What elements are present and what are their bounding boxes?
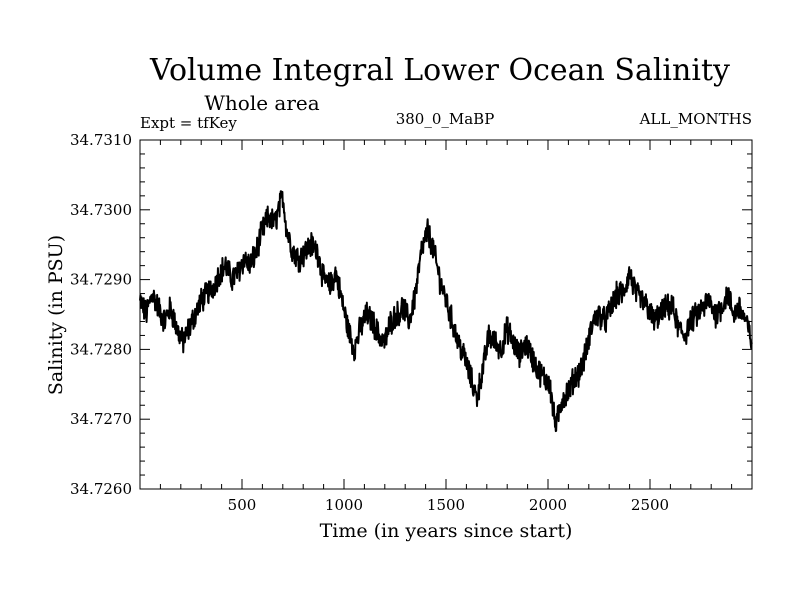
chart-subtitle: Whole area	[204, 91, 319, 115]
y-tick-label: 34.7260	[70, 480, 132, 498]
y-tick-label: 34.7300	[70, 201, 132, 219]
chart-title: Volume Integral Lower Ocean Salinity	[149, 53, 730, 88]
x-tick-labels: 500 1000 1500 2000 2500	[228, 496, 669, 514]
x-tick-label: 1000	[325, 496, 363, 514]
x-axis-label: Time (in years since start)	[320, 520, 573, 542]
experiment-label: Expt = tfKey	[140, 114, 237, 132]
y-tick-label: 34.7280	[70, 340, 132, 358]
x-tick-label: 2000	[529, 496, 567, 514]
x-tick-label: 1500	[427, 496, 465, 514]
period-label: ALL_MONTHS	[639, 110, 752, 128]
y-tick-labels: 34.7260 34.7270 34.7280 34.7290 34.7300 34.73…	[70, 131, 132, 498]
y-tick-label: 34.7270	[70, 410, 132, 428]
x-tick-label: 2500	[631, 496, 669, 514]
y-axis-label: Salinity (in PSU)	[45, 235, 67, 395]
salinity-series-line	[139, 190, 753, 433]
axis-ticks	[140, 139, 752, 490]
y-tick-label: 34.7310	[70, 131, 132, 149]
x-tick-label: 500	[228, 496, 257, 514]
run-label: 380_0_MaBP	[396, 110, 495, 128]
y-tick-label: 34.7290	[70, 271, 132, 289]
